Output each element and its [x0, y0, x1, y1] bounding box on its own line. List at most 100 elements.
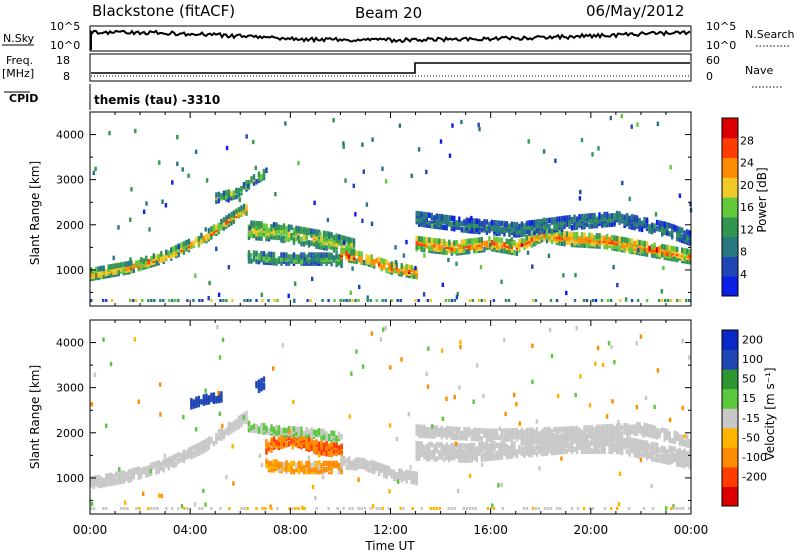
scatter-cell — [597, 146, 600, 151]
range-time-cell — [490, 441, 494, 447]
range-time-cell — [300, 430, 303, 437]
range-time-cell — [500, 428, 504, 434]
range-time-cell — [325, 440, 328, 447]
range-time-cell — [165, 249, 168, 256]
range-time-cell — [320, 244, 323, 250]
range-time-cell — [508, 223, 511, 229]
range-time-cell — [340, 234, 343, 241]
scatter-cell — [215, 246, 218, 252]
range-time-cell — [590, 213, 594, 219]
near-range-cell — [255, 507, 258, 510]
range-time-cell — [518, 239, 521, 245]
range-time-cell — [681, 255, 684, 262]
range-time-cell — [408, 264, 411, 270]
range-time-cell — [643, 422, 646, 429]
scatter-cell — [417, 147, 421, 152]
scatter-cell — [441, 348, 444, 353]
near-range-cell — [462, 507, 465, 510]
range-time-cell — [242, 182, 246, 188]
range-time-cell — [640, 226, 644, 233]
scatter-cell — [232, 481, 235, 486]
range-time-cell — [112, 478, 115, 484]
range-time-cell — [292, 432, 296, 438]
range-time-cell — [220, 193, 223, 199]
range-time-cell — [290, 426, 293, 432]
range-time-cell — [428, 245, 431, 251]
velocity-colorbar-swatch — [722, 408, 738, 429]
range-time-cell — [648, 443, 651, 449]
range-time-cell — [290, 258, 293, 264]
range-time-cell — [270, 467, 273, 473]
near-range-cell — [522, 507, 526, 510]
range-time-cell — [623, 427, 626, 433]
range-time-cell — [603, 438, 606, 444]
range-time-cell — [120, 470, 123, 477]
range-time-cell — [470, 228, 473, 234]
range-time-cell — [473, 226, 476, 232]
range-time-cell — [403, 471, 406, 477]
range-time-cell — [560, 426, 564, 433]
range-time-cell — [661, 243, 664, 250]
range-time-cell — [640, 220, 644, 226]
range-time-cell — [200, 399, 203, 405]
near-range-cell — [606, 299, 610, 302]
near-range-cell — [327, 299, 330, 302]
range-time-cell — [666, 244, 669, 251]
range-time-cell — [315, 447, 318, 453]
range-time-cell — [438, 454, 441, 460]
near-range-cell — [618, 299, 622, 302]
range-time-cell — [287, 254, 291, 260]
scatter-cell — [194, 273, 197, 278]
range-time-cell — [247, 230, 251, 236]
range-time-cell — [162, 458, 165, 465]
near-range-cell — [414, 299, 417, 302]
date-title: 06/May/2012 — [586, 2, 684, 20]
scatter-cell — [193, 502, 197, 507]
near-range-cell — [435, 507, 438, 510]
range-time-cell — [678, 236, 681, 243]
range-time-cell — [465, 427, 468, 433]
near-range-cell — [636, 299, 640, 302]
range-time-cell — [290, 460, 293, 467]
range-time-cell — [628, 437, 631, 443]
scatter-cell — [592, 214, 595, 219]
range-time-cell — [508, 229, 511, 235]
range-time-cell — [518, 223, 521, 230]
velocity-colorbar-swatch — [722, 486, 738, 507]
range-time-cell — [520, 433, 524, 440]
range-time-cell — [545, 233, 549, 240]
range-time-cell — [650, 244, 654, 250]
power-colorbar-swatch — [722, 157, 738, 178]
range-time-cell — [147, 258, 150, 265]
range-time-cell — [347, 249, 351, 255]
range-time-cell — [92, 269, 95, 275]
range-time-cell — [676, 457, 679, 463]
range-time-cell — [252, 220, 256, 227]
range-time-cell — [350, 460, 353, 467]
near-range-cell — [294, 507, 297, 510]
near-range-cell — [375, 507, 378, 510]
range-time-cell — [350, 237, 353, 244]
range-time-cell — [207, 436, 211, 442]
range-time-cell — [535, 427, 539, 433]
range-time-cell — [350, 241, 353, 248]
velocity-colorbar-swatch — [722, 427, 738, 448]
range-time-cell — [663, 221, 666, 227]
scatter-cell — [176, 134, 179, 140]
range-time-cell — [633, 241, 636, 247]
range-time-cell — [383, 472, 386, 478]
range-time-cell — [610, 239, 614, 245]
range-time-cell — [480, 237, 483, 243]
range-time-cell — [513, 221, 516, 228]
range-time-cell — [500, 226, 504, 233]
range-time-cell — [240, 205, 243, 211]
range-time-cell — [272, 459, 276, 465]
range-time-cell — [553, 426, 556, 433]
range-time-cell — [232, 420, 236, 427]
scatter-cell — [472, 399, 475, 404]
range-time-cell — [327, 443, 331, 449]
range-time-cell — [470, 435, 473, 442]
range-time-cell — [272, 426, 276, 433]
near-range-cell — [345, 299, 348, 302]
